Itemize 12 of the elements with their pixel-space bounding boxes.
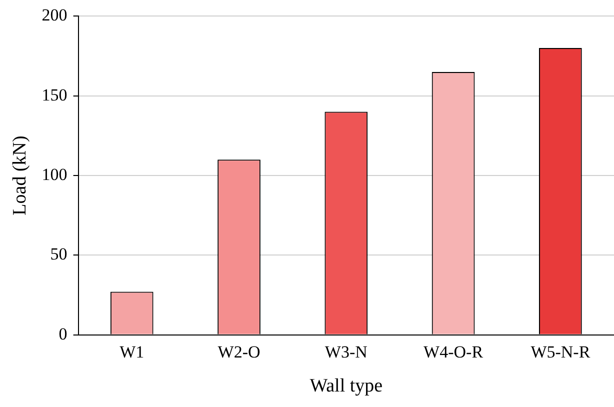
x-tick-label: W3-N <box>324 342 368 362</box>
y-tick-label: 200 <box>42 6 68 25</box>
x-tick-label: W4-O-R <box>424 342 484 362</box>
x-tick-label: W1 <box>120 342 144 362</box>
y-tick-label: 50 <box>50 244 68 264</box>
x-axis-title: Wall type <box>310 376 383 397</box>
x-tick-label: W5-N-R <box>530 342 591 362</box>
x-tick-label: W2-O <box>218 342 260 362</box>
y-tick-label: 100 <box>42 164 68 184</box>
y-axis-title: Load (kN) <box>9 136 30 216</box>
y-tick-label: 150 <box>42 85 68 104</box>
y-tick-label: 0 <box>58 324 68 344</box>
